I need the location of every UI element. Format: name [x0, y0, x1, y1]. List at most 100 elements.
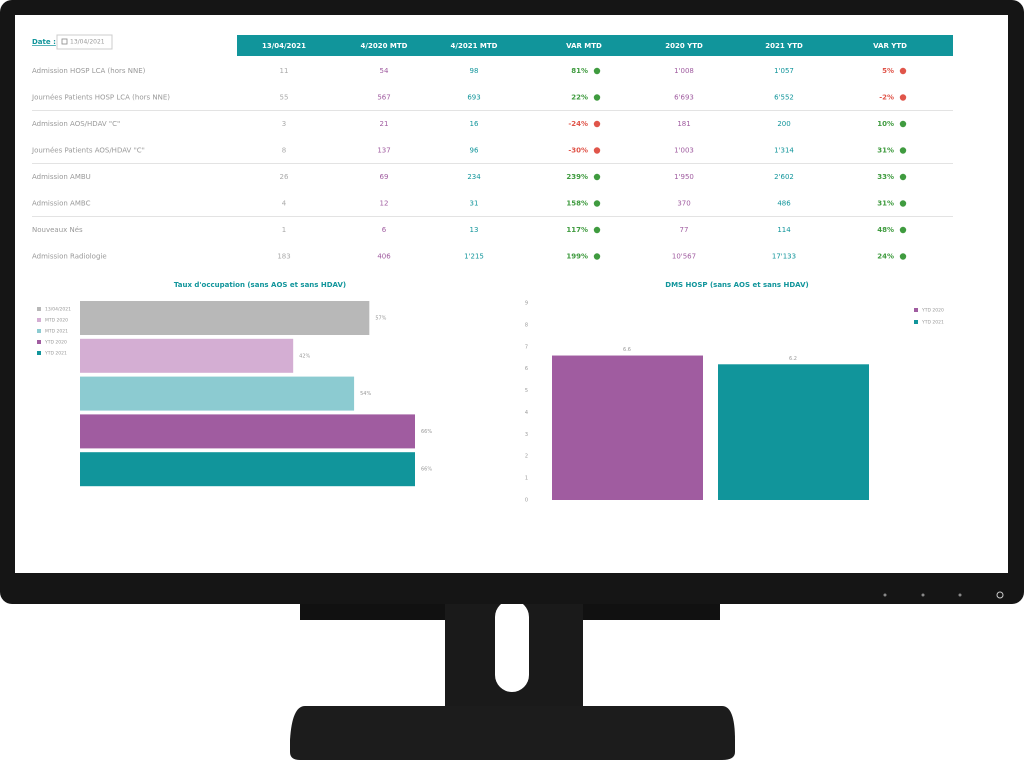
cell: 6'552 — [774, 94, 794, 102]
row-label: Admission AMBU — [32, 173, 91, 181]
date-input[interactable] — [56, 34, 113, 50]
bar — [80, 452, 415, 487]
y-tick-label: 4 — [525, 410, 528, 416]
bar — [80, 301, 370, 335]
cell: 54 — [380, 67, 389, 75]
status-icon — [593, 173, 601, 181]
cell: 21 — [380, 120, 389, 128]
button — [921, 593, 925, 597]
legend-label: MTD 2021 — [45, 329, 68, 335]
legend-label: YTD 2020 — [921, 308, 944, 314]
status-icon — [899, 120, 907, 128]
stand-base — [290, 706, 735, 760]
value-label: 6.6 — [623, 347, 631, 353]
cell: 137 — [377, 147, 390, 155]
variance: 10% — [877, 120, 894, 128]
legend-swatch — [37, 329, 41, 333]
bar — [552, 355, 703, 500]
cell: 1'057 — [774, 67, 794, 75]
row-label: Journées Patients AOS/HDAV "C" — [31, 147, 145, 155]
status-icon — [593, 200, 601, 207]
cell: 1'950 — [674, 173, 694, 181]
status-icon — [899, 226, 907, 234]
legend-swatch — [37, 351, 41, 355]
variance: 33% — [877, 173, 894, 181]
cell: 3 — [282, 120, 286, 128]
chart-title: Taux d'occupation (sans AOS et sans HDAV… — [174, 281, 346, 289]
y-tick-label: 5 — [525, 388, 528, 394]
bar — [718, 364, 869, 500]
legend-label: YTD 2020 — [44, 340, 67, 346]
y-tick-label: 3 — [525, 432, 528, 438]
status-icon — [593, 226, 601, 234]
column-header: 2020 YTD — [665, 42, 703, 50]
column-header: 4/2021 MTD — [451, 42, 498, 50]
y-tick-label: 0 — [525, 498, 528, 504]
value-label: 54% — [360, 391, 371, 397]
cell: 69 — [380, 173, 389, 181]
variance: 48% — [877, 226, 894, 234]
cell: 11 — [280, 67, 289, 75]
cell: 234 — [467, 173, 481, 181]
cell: 6 — [382, 226, 387, 234]
cell: 1'314 — [774, 147, 794, 155]
status-icon — [899, 147, 907, 154]
legend-swatch — [37, 318, 41, 322]
status-icon — [593, 94, 601, 101]
row-label: Admission AMBC — [32, 200, 91, 208]
cell: 183 — [277, 253, 290, 261]
bar — [80, 376, 355, 411]
stand-hole — [495, 600, 529, 692]
legend-swatch — [37, 340, 41, 344]
cell: 181 — [677, 120, 690, 128]
column-header: VAR YTD — [873, 42, 907, 50]
variance: -24% — [568, 120, 588, 128]
power-button — [996, 591, 1004, 599]
cell: 16 — [470, 120, 479, 128]
legend-label: MTD 2020 — [45, 318, 68, 324]
value-label: 6.2 — [789, 356, 797, 362]
variance: -30% — [568, 147, 588, 155]
legend-swatch — [914, 320, 918, 324]
row-label: Admission AOS/HDAV "C" — [32, 120, 120, 128]
row-label: Admission Radiologie — [32, 253, 107, 261]
variance: 199% — [566, 253, 588, 261]
status-icon — [593, 120, 601, 128]
calendar-icon — [61, 38, 68, 45]
cell: 406 — [377, 253, 391, 261]
status-icon — [899, 67, 907, 75]
variance: 81% — [571, 67, 588, 75]
cell: 567 — [377, 94, 390, 102]
value-label: 57% — [375, 316, 386, 322]
row-label: Nouveaux Nés — [32, 226, 83, 234]
cell: 10'567 — [672, 253, 696, 261]
cell: 6'693 — [674, 94, 694, 102]
cell: 26 — [280, 173, 289, 181]
variance: 31% — [877, 147, 894, 155]
variance: 158% — [566, 200, 588, 208]
y-tick-label: 9 — [525, 301, 528, 307]
value-label: 42% — [299, 353, 310, 359]
cell: 1'003 — [674, 147, 694, 155]
y-tick-label: 8 — [525, 322, 528, 328]
legend-label: YTD 2021 — [44, 351, 67, 357]
cell: 693 — [467, 94, 480, 102]
bar — [80, 414, 415, 449]
row-label: Journées Patients HOSP LCA (hors NNE) — [31, 94, 170, 102]
status-icon — [593, 253, 601, 260]
cell: 1'008 — [674, 67, 694, 75]
button — [883, 593, 887, 597]
cell: 200 — [777, 120, 790, 128]
y-tick-label: 2 — [525, 454, 528, 460]
status-icon — [899, 253, 907, 260]
status-icon — [593, 147, 601, 154]
value-label: 66% — [421, 467, 432, 473]
status-icon — [899, 173, 907, 181]
column-header: 2021 YTD — [765, 42, 803, 50]
chart-title: DMS HOSP (sans AOS et sans HDAV) — [665, 281, 808, 289]
variance: 5% — [882, 67, 894, 75]
status-icon — [899, 94, 907, 101]
value-label: 66% — [421, 429, 432, 435]
variance: -2% — [879, 94, 894, 102]
